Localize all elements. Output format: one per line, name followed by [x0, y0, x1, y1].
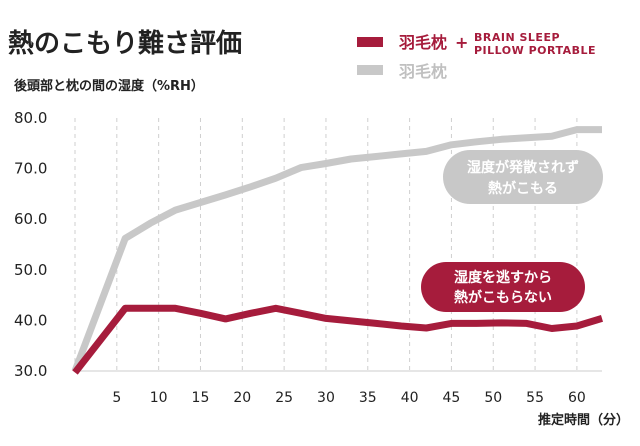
chart-title: 熱のこもり難さ評価	[8, 28, 242, 59]
x-tick-label: 25	[275, 390, 293, 406]
annotation-crimson-line2: 熱がこもらない	[454, 289, 552, 306]
legend-label-gray: 羽毛枕	[399, 62, 447, 81]
y-axis-ticks: 80.0 70.0 60.0 50.0 40.0 30.0	[14, 109, 47, 380]
y-tick-label: 30.0	[14, 362, 47, 380]
legend-plus: +	[455, 33, 468, 52]
x-tick-label: 50	[484, 390, 502, 406]
x-axis-label: 推定時間（分）	[538, 412, 629, 428]
series-line-gray	[71, 126, 602, 373]
y-tick-label: 70.0	[14, 160, 47, 178]
legend-product-line2: PILLOW PORTABLE	[474, 44, 596, 57]
annotation-crimson: 湿度を逃すから 熱がこもらない	[421, 262, 585, 312]
legend-label-crimson: 羽毛枕	[399, 33, 447, 52]
y-tick-label: 60.0	[14, 210, 47, 228]
x-tick-label: 35	[359, 390, 377, 406]
series-line-crimson	[72, 304, 604, 375]
x-tick-label: 20	[233, 390, 251, 406]
x-axis-ticks: 5 10 15 20 25 30 35 40 45 50 55 60	[112, 390, 585, 406]
annotation-crimson-bubble	[421, 262, 585, 312]
y-axis-label: 後頭部と枕の間の湿度（%RH）	[14, 78, 204, 94]
legend: 羽毛枕 + BRAIN SLEEP PILLOW PORTABLE 羽毛枕	[357, 31, 596, 81]
x-tick-label: 5	[112, 390, 121, 406]
series	[71, 126, 604, 375]
x-tick-label: 45	[443, 390, 461, 406]
x-tick-label: 55	[526, 390, 544, 406]
y-tick-label: 80.0	[14, 109, 47, 127]
legend-swatch-crimson	[357, 37, 383, 47]
annotation-gray-bubble	[443, 150, 603, 204]
annotation-crimson-line1: 湿度を逃すから	[454, 269, 552, 286]
x-tick-label: 15	[192, 390, 210, 406]
legend-product-line1: BRAIN SLEEP	[474, 31, 560, 44]
annotation-gray-line1: 湿度が発散されず	[467, 159, 579, 176]
x-tick-label: 10	[150, 390, 168, 406]
x-tick-label: 40	[401, 390, 419, 406]
legend-swatch-gray	[357, 65, 383, 75]
x-tick-label: 30	[317, 390, 335, 406]
annotation-gray-line2: 熱がこもる	[488, 180, 558, 197]
annotation-gray: 湿度が発散されず 熱がこもる	[443, 150, 603, 204]
x-tick-label: 60	[568, 390, 586, 406]
y-tick-label: 50.0	[14, 261, 47, 279]
y-tick-label: 40.0	[14, 311, 47, 329]
